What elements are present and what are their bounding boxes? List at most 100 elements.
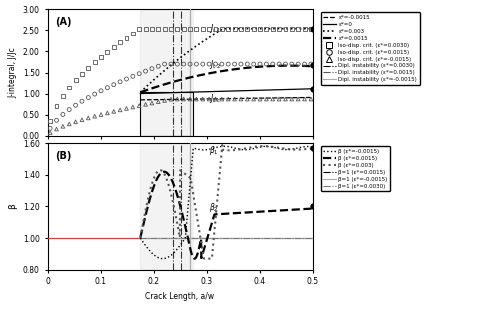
Point [154, 64, 162, 69]
Point [282, 97, 290, 102]
Point [46, 126, 54, 131]
Point [192, 97, 200, 102]
Legend: β (ε*=-0.0015), β (ε*=0.0015), β (ε*=0.003), β=1 (ε*=0.0015), β=1 (ε*=-0.0015), : β (ε*=-0.0015), β (ε*=0.0015), β (ε*=0.0… [320, 146, 390, 191]
Point [180, 26, 188, 31]
Point [199, 97, 207, 102]
Point [104, 110, 112, 115]
Point [59, 93, 67, 98]
Y-axis label: β: β [8, 204, 18, 209]
Point [212, 26, 220, 31]
Point [300, 62, 308, 67]
Point [282, 62, 290, 67]
Point [167, 26, 175, 31]
Point [135, 27, 143, 32]
Point [142, 26, 150, 31]
Point [160, 62, 168, 67]
Point [174, 62, 182, 67]
Point [122, 106, 130, 111]
Point [84, 116, 92, 121]
Point [307, 97, 315, 102]
Point [180, 62, 188, 67]
Point [307, 62, 315, 67]
Point [78, 71, 86, 76]
Point [142, 102, 150, 107]
Point [262, 62, 270, 67]
Point [244, 26, 252, 31]
Point [122, 77, 130, 82]
Point [307, 26, 315, 31]
Point [230, 97, 238, 102]
Point [65, 122, 73, 126]
Y-axis label: J-integral, J/Jᴄ: J-integral, J/Jᴄ [8, 47, 18, 98]
Point [174, 26, 182, 31]
Point [174, 97, 182, 102]
Point [97, 54, 105, 59]
Legend: ε*=-0.0015, ε*=0, ε*=0.003, ε*=0.0015, Iso-disp. crit. (ε*=0.0030), Iso-disp. cr: ε*=-0.0015, ε*=0, ε*=0.003, ε*=0.0015, I… [320, 12, 420, 85]
Point [90, 114, 98, 119]
Point [72, 78, 80, 83]
Text: (B): (B) [56, 151, 72, 161]
Point [186, 62, 194, 67]
Point [104, 49, 112, 54]
Point [300, 97, 308, 102]
Point [186, 97, 194, 102]
Point [244, 97, 252, 102]
Point [288, 62, 296, 67]
Text: $J_{l,c}$: $J_{l,c}$ [209, 93, 222, 105]
Point [224, 97, 232, 102]
Point [135, 103, 143, 108]
Bar [140, 92, 193, 136]
Point [110, 44, 118, 49]
Text: $J_{l,1}$: $J_{l,1}$ [209, 22, 222, 35]
Point [199, 62, 207, 67]
Text: $\beta_1$: $\beta_1$ [209, 144, 219, 157]
Point [46, 130, 54, 135]
Point [269, 62, 277, 67]
Point [212, 97, 220, 102]
Point [224, 26, 232, 31]
Point [205, 62, 213, 67]
Point [90, 60, 98, 64]
Point [154, 26, 162, 31]
Point [72, 119, 80, 124]
Point [116, 107, 124, 112]
Point [90, 92, 98, 97]
Point [65, 85, 73, 90]
Point [129, 104, 137, 109]
Point [224, 62, 232, 67]
Point [294, 97, 302, 102]
Point [192, 62, 200, 67]
Point [52, 118, 60, 123]
Text: $J_{l,2}$: $J_{l,2}$ [209, 59, 222, 71]
Point [262, 26, 270, 31]
Point [237, 26, 245, 31]
Point [84, 95, 92, 100]
Point [250, 26, 258, 31]
Point [262, 97, 270, 102]
Bar [140, 143, 193, 270]
Point [97, 88, 105, 93]
Point [282, 26, 290, 31]
Point [250, 62, 258, 67]
Point [129, 31, 137, 36]
Point [256, 97, 264, 102]
Point [167, 97, 175, 102]
Point [256, 26, 264, 31]
Point [52, 126, 60, 131]
Point [269, 97, 277, 102]
Point [154, 99, 162, 104]
Point [110, 109, 118, 114]
Point [59, 112, 67, 117]
Point [244, 62, 252, 67]
Point [129, 74, 137, 79]
Point [288, 97, 296, 102]
Point [65, 107, 73, 112]
Point [294, 62, 302, 67]
Point [104, 85, 112, 90]
Point [167, 62, 175, 67]
Text: (A): (A) [56, 17, 72, 27]
Point [160, 98, 168, 103]
Point [148, 26, 156, 31]
Point [205, 97, 213, 102]
Point [148, 100, 156, 105]
